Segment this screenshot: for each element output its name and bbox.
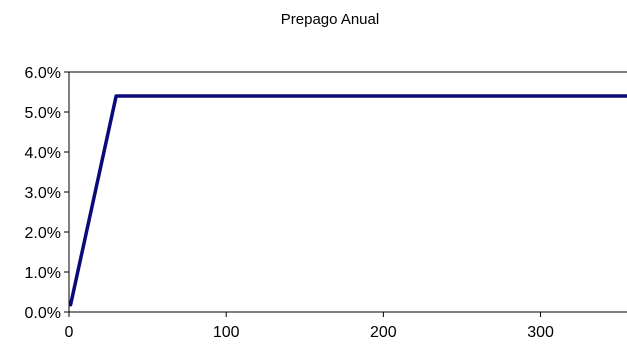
y-tick-label: 3.0% bbox=[25, 185, 61, 202]
chart-title: Prepago Anual bbox=[281, 11, 379, 28]
y-tick-label: 6.0% bbox=[25, 65, 61, 82]
data-point bbox=[80, 253, 83, 256]
series-layer bbox=[68, 94, 627, 307]
data-point bbox=[105, 138, 108, 141]
x-tick-label: 200 bbox=[370, 324, 397, 341]
data-point bbox=[70, 296, 74, 299]
data-point bbox=[99, 166, 102, 170]
data-point bbox=[88, 217, 91, 220]
data-point bbox=[91, 202, 94, 206]
data-point bbox=[75, 274, 79, 278]
data-point bbox=[96, 181, 99, 184]
data-point bbox=[74, 282, 77, 285]
x-tick-label: 100 bbox=[213, 324, 240, 341]
data-point bbox=[78, 260, 82, 263]
data-point bbox=[69, 303, 72, 306]
y-tick-label: 0.0% bbox=[25, 305, 61, 322]
data-point bbox=[110, 116, 113, 119]
data-point bbox=[114, 94, 118, 98]
data-point bbox=[83, 238, 86, 242]
data-point bbox=[89, 210, 93, 213]
data-point bbox=[85, 231, 88, 234]
data-point bbox=[94, 188, 97, 191]
y-tick-label: 5.0% bbox=[25, 105, 61, 122]
data-point bbox=[224, 94, 228, 98]
series-line bbox=[68, 94, 627, 307]
data-point bbox=[108, 123, 112, 127]
data-point bbox=[100, 159, 104, 162]
data-point bbox=[113, 102, 116, 105]
data-point bbox=[102, 152, 105, 155]
x-tick-label: 300 bbox=[527, 324, 554, 341]
data-point bbox=[382, 94, 385, 98]
data-point bbox=[77, 267, 80, 270]
y-tick-label: 2.0% bbox=[25, 225, 61, 242]
data-point bbox=[81, 246, 85, 249]
data-point bbox=[111, 109, 115, 112]
data-point bbox=[103, 145, 107, 148]
data-point bbox=[107, 130, 110, 134]
data-point bbox=[539, 94, 542, 98]
data-point bbox=[72, 289, 75, 292]
data-point bbox=[97, 174, 101, 177]
data-point bbox=[92, 195, 96, 198]
y-tick-label: 4.0% bbox=[25, 145, 61, 162]
x-tick-label: 0 bbox=[65, 324, 74, 341]
axis-layer: 0.0% 1.0% 2.0% 3.0% 4.0% 5.0% 6.0% 0 100 200 300 bbox=[25, 65, 627, 341]
y-tick-label: 1.0% bbox=[25, 265, 61, 282]
data-point bbox=[86, 224, 90, 227]
